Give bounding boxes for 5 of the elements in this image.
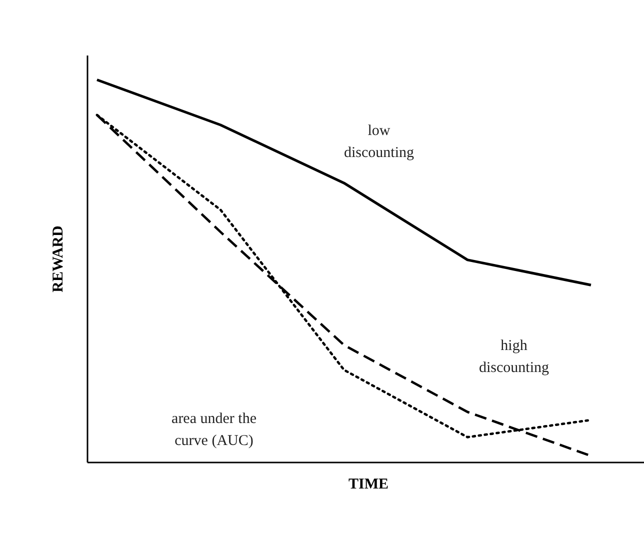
- annotation: high discounting: [479, 338, 550, 376]
- annotation: area under the curve (AUC): [172, 411, 257, 449]
- y-axis-title: REWARD: [50, 226, 66, 292]
- x-axis-title: TIME: [348, 476, 389, 492]
- annotation: low discounting: [344, 123, 414, 161]
